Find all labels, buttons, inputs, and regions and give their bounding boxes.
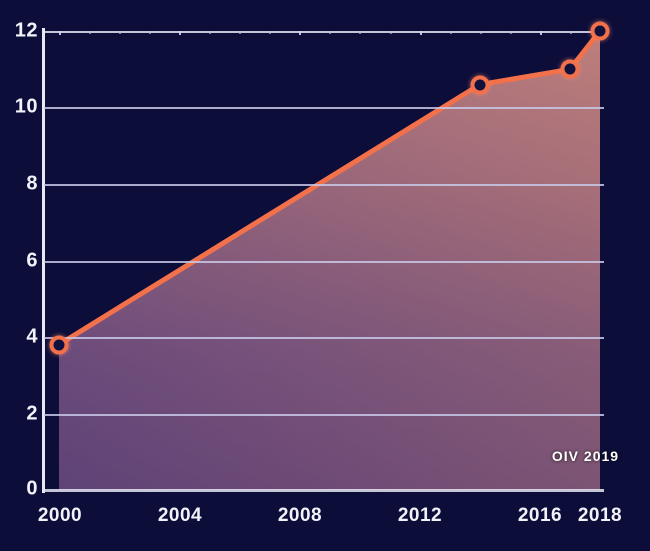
y-tick-label-6: 6 [26,249,38,272]
gridline-x-2002 [119,31,121,490]
gridline-x-2016 [540,31,542,490]
gridline-y-4 [44,337,604,339]
y-tick-label-12: 12 [14,19,38,42]
gridline-x-2005 [209,31,211,490]
data-point-2017[interactable] [560,59,580,79]
y-tick-label-4: 4 [26,325,38,348]
gridline-y-10 [44,107,604,109]
source-watermark: OIV 2019 [551,447,620,464]
gridline-x-2014 [480,31,482,490]
y-axis-line [42,28,45,493]
gridline-x-2010 [359,31,361,490]
y-tick-label-2: 2 [26,402,38,425]
gridline-y-8 [44,184,604,186]
gridline-x-2009 [329,31,331,490]
gridline-x-2017 [570,31,572,490]
x-tick-label-2008: 2008 [277,505,323,526]
gridline-x-2011 [390,31,392,490]
gridline-y-2 [44,414,604,416]
gridline-x-2003 [149,31,151,490]
gridline-x-2007 [269,31,271,490]
y-tick-label-8: 8 [26,172,38,195]
gridline-x-2001 [89,31,91,490]
y-tick-label-10: 10 [14,95,38,118]
x-tick-label-2004: 2004 [157,505,203,526]
gridline-x-2004 [179,31,181,490]
data-point-2000[interactable] [49,335,69,355]
x-tick-label-2016: 2016 [517,505,563,526]
gridline-y-0 [44,489,604,492]
data-point-2014[interactable] [470,75,490,95]
gridline-x-2000 [59,31,61,490]
x-tick-label-2018: 2018 [577,505,623,526]
gridline-x-2006 [239,31,241,490]
x-tick-label-2000: 2000 [37,505,83,526]
gridline-x-2015 [510,31,512,490]
data-point-2018[interactable] [590,21,610,41]
x-tick-label-2012: 2012 [397,505,443,526]
gridline-x-2013 [450,31,452,490]
gridline-y-6 [44,261,604,263]
y-tick-label-0: 0 [26,477,38,500]
gridline-x-2018 [600,31,602,490]
gridline-x-2008 [299,31,301,490]
gridline-x-2012 [420,31,422,490]
gridline-y-12 [44,31,604,33]
